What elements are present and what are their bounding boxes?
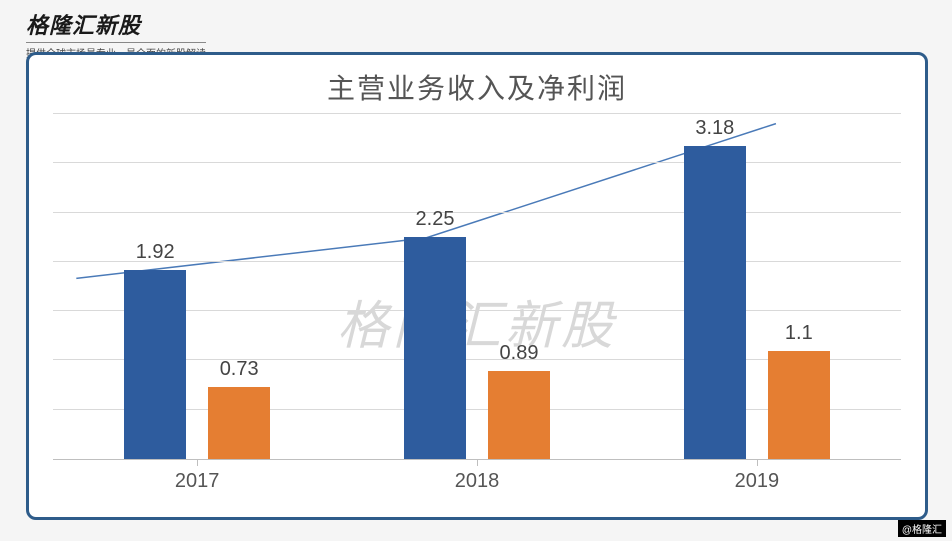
x-tick <box>197 460 198 466</box>
bar-profit <box>768 351 830 459</box>
x-axis-label: 2018 <box>455 470 500 493</box>
bar-value-label: 0.73 <box>220 358 259 381</box>
chart-title: 主营业务收入及净利润 <box>53 67 901 107</box>
chart-x-axis: 2017 2018 2019 <box>53 460 901 500</box>
chart-gridline <box>53 212 901 213</box>
x-axis-label: 2019 <box>735 470 780 493</box>
bar-value-label: 1.1 <box>785 322 813 345</box>
chart-gridline <box>53 162 901 163</box>
chart-gridline <box>53 113 901 114</box>
bar-value-label: 0.89 <box>500 342 539 365</box>
chart-plot-area: 格隆汇新股 1.92 0.73 2.25 0.89 3.18 1.1 <box>53 115 901 460</box>
watermark-text: 格隆汇新股 <box>337 284 617 359</box>
x-axis-label: 2017 <box>175 470 220 493</box>
bar-revenue <box>684 146 746 459</box>
x-tick <box>477 460 478 466</box>
bar-revenue <box>124 270 186 459</box>
x-tick <box>757 460 758 466</box>
bar-profit <box>488 371 550 459</box>
brand-title: 格隆汇新股 <box>26 8 206 40</box>
footer-attribution: @格隆汇 <box>898 520 946 537</box>
chart-gridline <box>53 261 901 262</box>
bar-value-label: 2.25 <box>416 208 455 231</box>
bar-profit <box>208 387 270 459</box>
bar-value-label: 3.18 <box>695 117 734 140</box>
bar-revenue <box>404 237 466 459</box>
bar-value-label: 1.92 <box>136 241 175 264</box>
chart-frame: 主营业务收入及净利润 格隆汇新股 1.92 0.73 2.25 0.89 3.18 1.1… <box>26 52 928 520</box>
